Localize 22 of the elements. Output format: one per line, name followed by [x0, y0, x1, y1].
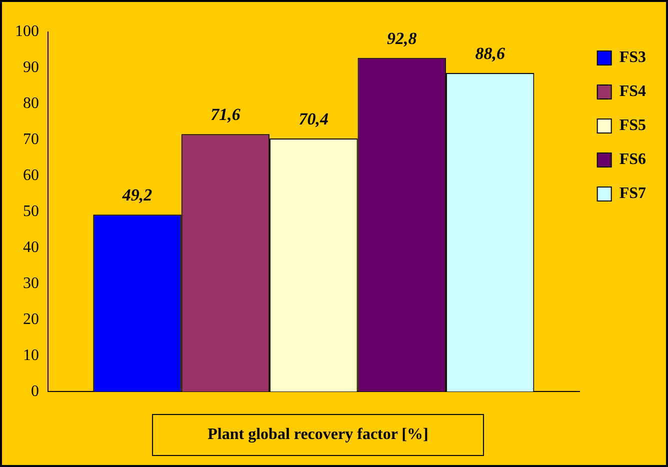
- y-tick-label: 30: [23, 274, 39, 292]
- y-tick-label: 0: [31, 382, 39, 400]
- legend-label: FS6: [619, 151, 646, 168]
- data-label: 49,2: [121, 186, 153, 205]
- legend-label: FS5: [619, 117, 646, 134]
- y-tick-label: 100: [15, 23, 39, 40]
- data-label: 70,4: [298, 109, 329, 128]
- y-tick-label: 60: [23, 167, 39, 184]
- legend-label: FS4: [619, 83, 646, 100]
- data-label: 92,8: [386, 28, 418, 48]
- data-label: 71,6: [210, 105, 241, 124]
- legend-label: FS7: [619, 185, 646, 202]
- legend-label: FS3: [619, 49, 646, 66]
- y-tick-label: 90: [23, 59, 39, 76]
- y-tick-label: 10: [23, 346, 39, 364]
- x-axis-title: Plant global recovery factor [%]: [152, 414, 484, 456]
- y-tick-label: 40: [23, 238, 39, 256]
- y-tick-label: 20: [23, 310, 39, 328]
- y-tick-label: 70: [23, 131, 39, 148]
- y-tick-label: 80: [23, 95, 39, 112]
- data-label: 88,6: [475, 44, 506, 63]
- y-tick-label: 50: [23, 203, 39, 220]
